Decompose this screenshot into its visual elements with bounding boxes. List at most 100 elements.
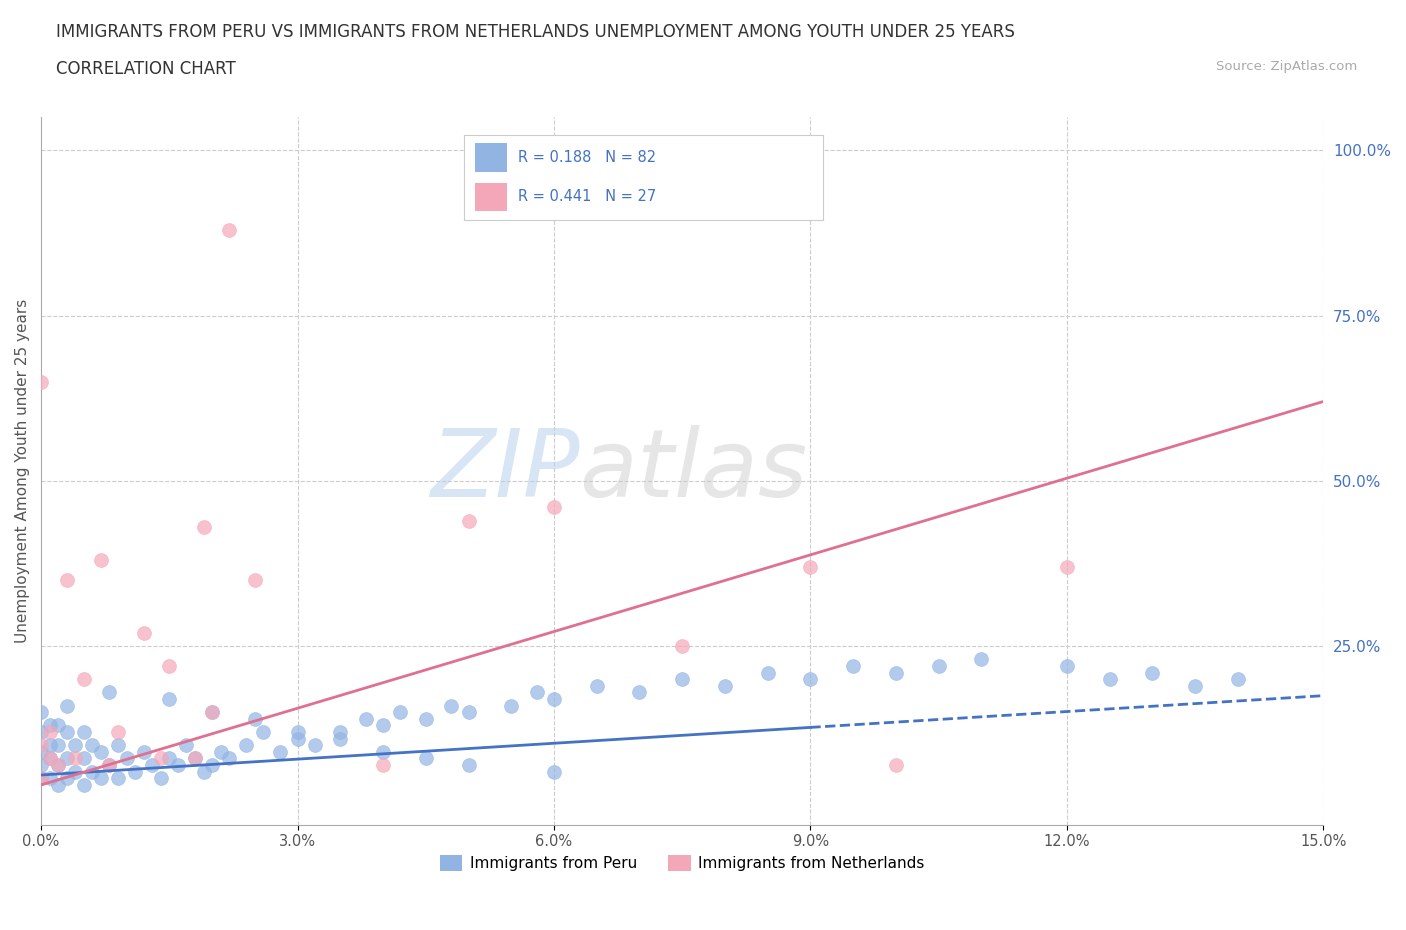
Point — [38, 718, 60, 733]
Point — [756, 665, 779, 680]
Point — [184, 751, 207, 766]
Text: Source: ZipAtlas.com: Source: ZipAtlas.com — [1216, 60, 1357, 73]
Point — [107, 737, 129, 752]
Point — [457, 513, 479, 528]
Point — [90, 744, 112, 759]
Point — [884, 665, 907, 680]
Text: atlas: atlas — [579, 425, 808, 516]
Point — [928, 658, 950, 673]
Point — [243, 711, 266, 726]
Point — [149, 751, 172, 766]
Point — [252, 724, 274, 739]
Point — [457, 705, 479, 720]
Point — [65, 737, 87, 752]
Point — [141, 758, 163, 773]
Point — [73, 751, 96, 766]
Point — [457, 758, 479, 773]
Point — [55, 751, 77, 766]
Point — [46, 758, 69, 773]
Point — [415, 711, 437, 726]
Point — [55, 724, 77, 739]
Point — [38, 737, 60, 752]
Point — [235, 737, 257, 752]
Point — [218, 222, 240, 237]
Point — [107, 771, 129, 786]
Point — [55, 771, 77, 786]
Point — [124, 764, 146, 779]
Point — [65, 751, 87, 766]
Point — [543, 499, 565, 514]
Text: ZIP: ZIP — [430, 425, 579, 516]
Point — [329, 731, 352, 746]
Point — [371, 744, 394, 759]
Point — [440, 698, 463, 713]
Point — [193, 764, 215, 779]
Point — [287, 724, 309, 739]
Point — [884, 758, 907, 773]
Point — [46, 777, 69, 792]
Point — [73, 777, 96, 792]
Point — [193, 520, 215, 535]
Point — [184, 751, 207, 766]
Point — [543, 764, 565, 779]
Point — [628, 684, 651, 699]
Point — [1098, 671, 1121, 686]
Point — [671, 639, 693, 654]
Point — [167, 758, 190, 773]
Point — [243, 573, 266, 588]
Point — [38, 771, 60, 786]
Point — [1226, 671, 1249, 686]
Point — [157, 658, 180, 673]
Point — [157, 751, 180, 766]
Point — [65, 764, 87, 779]
Point — [30, 744, 52, 759]
Point — [82, 764, 104, 779]
Point — [176, 737, 198, 752]
Point — [115, 751, 138, 766]
Point — [1142, 665, 1164, 680]
Point — [132, 626, 155, 641]
Point — [82, 737, 104, 752]
Point — [371, 718, 394, 733]
Point — [46, 758, 69, 773]
Point — [1056, 559, 1078, 574]
Point — [73, 671, 96, 686]
Point — [287, 731, 309, 746]
Point — [55, 573, 77, 588]
Point — [157, 692, 180, 707]
Point — [46, 737, 69, 752]
Point — [201, 705, 224, 720]
Point — [415, 751, 437, 766]
Point — [201, 705, 224, 720]
Point — [329, 724, 352, 739]
Point — [30, 737, 52, 752]
Point — [714, 678, 737, 693]
Point — [107, 724, 129, 739]
Point — [218, 751, 240, 766]
Y-axis label: Unemployment Among Youth under 25 years: Unemployment Among Youth under 25 years — [15, 299, 30, 643]
Point — [671, 671, 693, 686]
Point — [201, 758, 224, 773]
Point — [98, 684, 121, 699]
Point — [132, 744, 155, 759]
Point — [90, 771, 112, 786]
Text: IMMIGRANTS FROM PERU VS IMMIGRANTS FROM NETHERLANDS UNEMPLOYMENT AMONG YOUTH UND: IMMIGRANTS FROM PERU VS IMMIGRANTS FROM … — [56, 23, 1015, 41]
Point — [98, 758, 121, 773]
Point — [46, 718, 69, 733]
Point — [501, 698, 523, 713]
Point — [55, 698, 77, 713]
Point — [38, 751, 60, 766]
Point — [354, 711, 377, 726]
Point — [269, 744, 291, 759]
Point — [389, 705, 412, 720]
Text: CORRELATION CHART: CORRELATION CHART — [56, 60, 236, 78]
Point — [1056, 658, 1078, 673]
Point — [970, 652, 993, 667]
Point — [842, 658, 865, 673]
Point — [543, 692, 565, 707]
Point — [30, 758, 52, 773]
Point — [90, 552, 112, 567]
Point — [799, 559, 821, 574]
Point — [149, 771, 172, 786]
Point — [30, 771, 52, 786]
